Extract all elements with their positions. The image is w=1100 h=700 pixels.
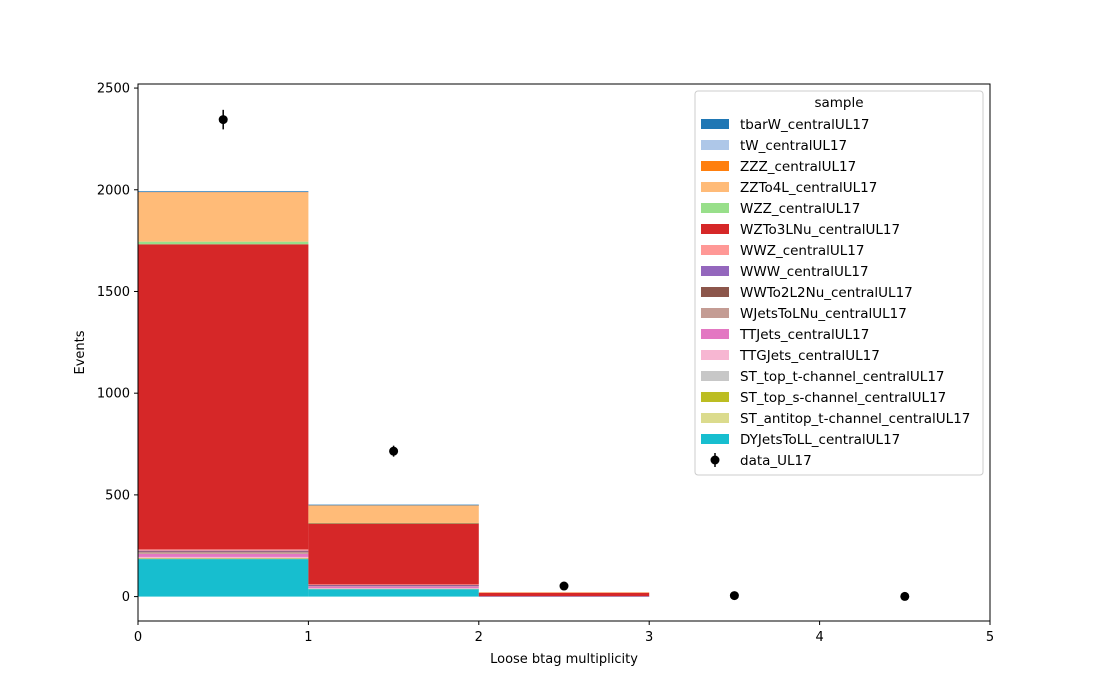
legend-swatch-TTJets_centralUL17: [701, 329, 729, 339]
bar-TTJets_centralUL17-bin-0: [138, 553, 309, 557]
legend: sample tbarW_centralUL17 tW_centralUL17 ZZ…: [694, 90, 984, 476]
bar-tbarW_centralUL17-bin-1: [308, 504, 479, 506]
data-points: [218, 109, 910, 601]
bar-WWTo2L2Nu_centralUL17-bin-0: [138, 551, 309, 553]
stacked-bars: [138, 190, 650, 597]
data-point-1: [389, 446, 399, 456]
y-tick-label-3: 1500: [97, 285, 130, 300]
bar-ST_top_s-channel_centralUL17-bin-0: [138, 558, 309, 559]
bar-ST_top_t-channel_centralUL17-bin-1: [308, 588, 479, 590]
legend-label-ZZTo4L_centralUL17: ZZTo4L_centralUL17: [740, 180, 877, 196]
bar-ZZTo4L_centralUL17-bin-0: [138, 192, 309, 242]
bar-WWZ_centralUL17-bin-1: [308, 584, 479, 585]
y-tick-label-5: 2500: [97, 82, 130, 97]
legend-swatch-WZTo3LNu_centralUL17: [701, 224, 729, 234]
legend-label-tW_centralUL17: tW_centralUL17: [740, 138, 847, 154]
bar-WZTo3LNu_centralUL17-bin-1: [308, 523, 479, 585]
legend-title: sample: [814, 95, 863, 111]
x-axis-ticks: 0 1 2 3 4 5: [134, 621, 994, 645]
x-tick-label-3: 3: [645, 630, 653, 645]
legend-label-ST_antitop_t-channel_centralUL17: ST_antitop_t-channel_centralUL17: [740, 411, 970, 427]
legend-swatch-ZZTo4L_centralUL17: [701, 182, 729, 192]
legend-label-tbarW_centralUL17: tbarW_centralUL17: [740, 117, 870, 133]
legend-swatch-tbarW_centralUL17: [701, 119, 729, 129]
legend-box: [694, 90, 984, 476]
y-axis-ticks: 0 500 1000 1500 2000 2500: [97, 82, 138, 605]
x-tick-label-2: 2: [475, 630, 483, 645]
data-point-4: [900, 591, 910, 601]
legend-swatch-WWTo2L2Nu_centralUL17: [701, 287, 729, 297]
legend-label-WZTo3LNu_centralUL17: WZTo3LNu_centralUL17: [740, 222, 900, 238]
y-tick-label-4: 2000: [97, 183, 130, 198]
y-axis-label: Events: [73, 330, 88, 374]
bar-WZZ_centralUL17-bin-1: [308, 522, 479, 524]
legend-swatch-ST_antitop_t-channel_centralUL17: [701, 413, 729, 423]
legend-swatch-ST_top_s-channel_centralUL17: [701, 392, 729, 402]
legend-label-ST_top_s-channel_centralUL17: ST_top_s-channel_centralUL17: [740, 390, 946, 406]
x-tick-label-4: 4: [815, 630, 823, 645]
legend-label-DYJetsToLL_centralUL17: DYJetsToLL_centralUL17: [740, 432, 900, 448]
y-tick-label-2: 1000: [97, 387, 130, 402]
bar-DYJetsToLL_centralUL17-bin-0: [138, 558, 309, 597]
bar-WZZ_centralUL17-bin-0: [138, 241, 309, 245]
bar-WWW_centralUL17-bin-0: [138, 550, 309, 552]
legend-label-TTJets_centralUL17: TTJets_centralUL17: [739, 327, 869, 343]
bar-ZZTo4L_centralUL17-bin-2: [478, 592, 650, 593]
data-point-3: [729, 591, 739, 601]
data-point-0: [218, 115, 228, 125]
bar-WZTo3LNu_centralUL17-bin-2: [478, 592, 650, 597]
y-tick-label-1: 500: [105, 488, 130, 503]
legend-label-ZZZ_centralUL17: ZZZ_centralUL17: [740, 159, 856, 175]
x-tick-label-5: 5: [986, 630, 994, 645]
bar-WWTo2L2Nu_centralUL17-bin-1: [308, 585, 479, 587]
y-tick-label-0: 0: [122, 590, 130, 605]
legend-swatch-ZZZ_centralUL17: [701, 161, 729, 171]
bar-WZTo3LNu_centralUL17-bin-0: [138, 244, 309, 550]
bar-WJetsToLNu_centralUL17-bin-0: [138, 552, 309, 554]
legend-label-WJetsToLNu_centralUL17: WJetsToLNu_centralUL17: [740, 306, 907, 322]
legend-swatch-WJetsToLNu_centralUL17: [701, 308, 729, 318]
bar-tW_centralUL17-bin-0: [138, 191, 309, 193]
legend-swatch-ST_top_t-channel_centralUL17: [701, 371, 729, 381]
x-tick-label-1: 1: [304, 630, 312, 645]
legend-swatch-WWW_centralUL17: [701, 266, 729, 276]
legend-label-WWTo2L2Nu_centralUL17: WWTo2L2Nu_centralUL17: [740, 285, 913, 301]
bar-TTGJets_centralUL17-bin-0: [138, 556, 309, 558]
legend-label-WWW_centralUL17: WWW_centralUL17: [740, 264, 869, 280]
bar-ST_top_t-channel_centralUL17-bin-0: [138, 557, 309, 559]
bar-TTGJets_centralUL17-bin-1: [308, 588, 479, 589]
bar-WJetsToLNu_centralUL17-bin-1: [308, 585, 479, 587]
plot-frame: [137, 83, 991, 622]
bar-ZZTo4L_centralUL17-bin-1: [308, 505, 479, 523]
legend-swatch-TTGJets_centralUL17: [701, 350, 729, 360]
bar-TTJets_centralUL17-bin-2: [478, 596, 650, 597]
x-axis-label: Loose btag multiplicity: [490, 652, 638, 667]
bar-WWZ_centralUL17-bin-0: [138, 549, 309, 551]
bar-DYJetsToLL_centralUL17-bin-1: [308, 588, 479, 597]
data-point-2: [559, 581, 569, 591]
legend-label-ST_top_t-channel_centralUL17: ST_top_t-channel_centralUL17: [740, 369, 945, 385]
legend-swatch-WZZ_centralUL17: [701, 203, 729, 213]
legend-label-data: data_UL17: [740, 453, 812, 469]
x-tick-label-0: 0: [134, 630, 142, 645]
bar-TTJets_centralUL17-bin-1: [308, 586, 479, 589]
bar-WWW_centralUL17-bin-1: [308, 584, 479, 586]
legend-label-TTGJets_centralUL17: TTGJets_centralUL17: [739, 348, 880, 364]
legend-label-WZZ_centralUL17: WZZ_centralUL17: [740, 201, 860, 217]
legend-swatch-tW_centralUL17: [701, 140, 729, 150]
legend-data-marker: [710, 455, 720, 465]
bar-ZZZ_centralUL17-bin-0: [138, 192, 309, 193]
bar-tbarW_centralUL17-bin-0: [138, 190, 309, 192]
legend-swatch-DYJetsToLL_centralUL17: [701, 434, 729, 444]
legend-swatch-WWZ_centralUL17: [701, 245, 729, 255]
legend-label-WWZ_centralUL17: WWZ_centralUL17: [740, 243, 864, 259]
